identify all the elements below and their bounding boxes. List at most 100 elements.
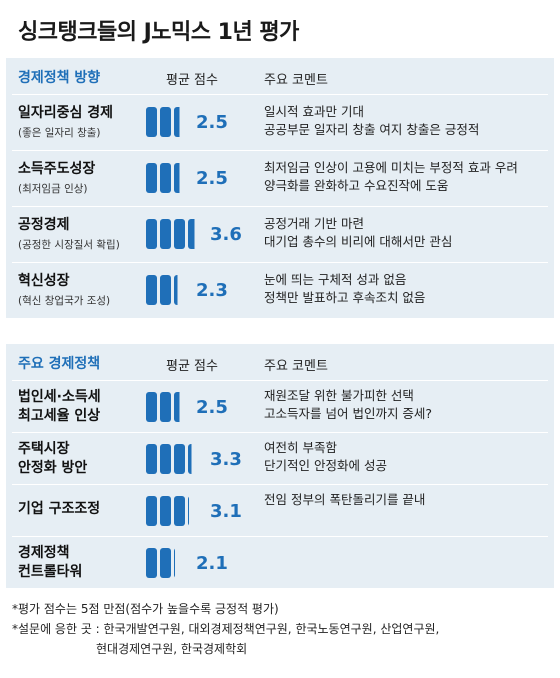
score-bar xyxy=(174,107,185,137)
score-bar xyxy=(188,496,199,526)
score-header: 평균 점수 xyxy=(166,359,218,374)
policy-name-line2: 안정화 방안 xyxy=(18,460,88,476)
score-bar xyxy=(146,548,157,578)
score-bar xyxy=(160,107,171,137)
score-bars: 3.3 xyxy=(146,444,242,474)
score-value: 2.5 xyxy=(196,167,228,189)
list-item: 소득주도성장 (최저임금 인상) 2.5 최저임금 인상이 고용에 미치는 부정… xyxy=(6,150,554,206)
key-policy-panel: 주요 경제정책 평균 점수 주요 코멘트 법인세·소득세 최고세율 인상 2.5… xyxy=(6,344,554,588)
score-bars: 2.5 xyxy=(146,392,228,422)
comment-line: 공정거래 기반 마련 xyxy=(264,216,364,231)
policy-name: 주택시장 xyxy=(18,441,70,457)
policy-name: 공정경제 xyxy=(18,217,70,233)
footnote: *설문에 응한 곳 : 한국개발연구원, 대외경제정책연구원, 한국노동연구원,… xyxy=(12,622,440,636)
score-bars: 2.3 xyxy=(146,275,228,305)
score-bar xyxy=(146,107,157,137)
comment-header: 주요 코멘트 xyxy=(264,73,328,88)
comment-header: 주요 코멘트 xyxy=(264,359,328,374)
score-bars: 2.5 xyxy=(146,107,228,137)
score-bar xyxy=(174,275,185,305)
policy-name: 기업 구조조정 xyxy=(18,501,101,517)
score-bar xyxy=(146,275,157,305)
score-value: 3.1 xyxy=(210,500,242,522)
score-bar xyxy=(174,219,185,249)
row-divider xyxy=(12,150,548,151)
score-bar xyxy=(160,548,171,578)
section-heading: 경제정책 방향 xyxy=(18,70,101,86)
row-divider xyxy=(12,380,548,381)
score-bars: 3.1 xyxy=(146,496,242,526)
score-bar xyxy=(146,219,157,249)
comment-line: 고소득자를 넘어 법인까지 증세? xyxy=(264,406,433,421)
comment-line: 최저임금 인상이 고용에 미치는 부정적 효과 우려 xyxy=(264,160,518,175)
policy-subtitle: (혁신 창업국가 조성) xyxy=(18,295,111,307)
policy-direction-panel: 경제정책 방향 평균 점수 주요 코멘트 일자리중심 경제 (좋은 일자리 창출… xyxy=(6,58,554,318)
policy-name: 소득주도성장 xyxy=(18,161,96,177)
score-header: 평균 점수 xyxy=(166,73,218,88)
score-value: 3.3 xyxy=(210,448,242,470)
policy-subtitle: (좋은 일자리 창출) xyxy=(18,127,101,139)
comment-line: 눈에 띄는 구체적 성과 없음 xyxy=(264,272,407,287)
score-value: 2.5 xyxy=(196,396,228,418)
score-bar xyxy=(188,219,199,249)
score-bar xyxy=(146,496,157,526)
score-bar xyxy=(174,163,185,193)
policy-subtitle: (최저임금 인상) xyxy=(18,183,88,195)
score-bar xyxy=(174,496,185,526)
list-item: 공정경제 (공정한 시장질서 확립) 3.6 공정거래 기반 마련 대기업 총수… xyxy=(6,206,554,262)
list-item: 기업 구조조정 3.1 전임 정부의 폭탄돌리기를 끝내 xyxy=(6,484,554,536)
comment-line: 재원조달 위한 불가피한 선택 xyxy=(264,388,414,403)
score-bar xyxy=(160,496,171,526)
policy-name-line2: 컨트롤타워 xyxy=(18,564,83,580)
comment-line: 여전히 부족함 xyxy=(264,440,337,455)
row-divider xyxy=(12,432,548,433)
policy-name: 일자리중심 경제 xyxy=(18,105,114,121)
policy-name-line2: 최고세율 인상 xyxy=(18,408,101,424)
score-bar xyxy=(188,444,199,474)
score-bar xyxy=(174,392,185,422)
comment-line: 양극화를 완화하고 수요진작에 도움 xyxy=(264,178,449,193)
score-bar xyxy=(146,444,157,474)
score-bar xyxy=(160,444,171,474)
comment-line: 전임 정부의 폭탄돌리기를 끝내 xyxy=(264,492,426,507)
row-divider xyxy=(12,484,548,485)
list-item: 일자리중심 경제 (좋은 일자리 창출) 2.5 일시적 효과만 기대 공공부문… xyxy=(6,94,554,150)
comment-line: 정책만 발표하고 후속조치 없음 xyxy=(264,290,426,305)
score-bar xyxy=(160,392,171,422)
score-bar xyxy=(174,548,185,578)
comment-line: 대기업 총수의 비리에 대해서만 관심 xyxy=(264,234,453,249)
list-item: 경제정책 컨트롤타워 2.1 xyxy=(6,536,554,588)
policy-name: 경제정책 xyxy=(18,545,70,561)
comment-line: 공공부문 일자리 창출 여지 창출은 긍정적 xyxy=(264,122,480,137)
score-bar xyxy=(160,163,171,193)
policy-name: 혁신성장 xyxy=(18,273,70,289)
row-divider xyxy=(12,262,548,263)
list-item: 주택시장 안정화 방안 3.3 여전히 부족함 단기적인 안정화에 성공 xyxy=(6,432,554,484)
comment-line: 단기적인 안정화에 성공 xyxy=(264,458,387,473)
score-bar xyxy=(146,163,157,193)
footnote: 현대경제연구원, 한국경제학회 xyxy=(96,642,248,656)
score-value: 2.5 xyxy=(196,111,228,133)
policy-subtitle: (공정한 시장질서 확립) xyxy=(18,239,120,251)
list-item: 혁신성장 (혁신 창업국가 조성) 2.3 눈에 띄는 구체적 성과 없음 정책… xyxy=(6,262,554,318)
row-divider xyxy=(12,536,548,537)
list-item: 법인세·소득세 최고세율 인상 2.5 재원조달 위한 불가피한 선택 고소득자… xyxy=(6,380,554,432)
policy-name: 법인세·소득세 xyxy=(18,389,101,405)
section-heading: 주요 경제정책 xyxy=(18,356,101,372)
score-value: 2.1 xyxy=(196,552,228,574)
score-bar xyxy=(160,219,171,249)
row-divider xyxy=(12,206,548,207)
score-bar xyxy=(160,275,171,305)
page-title: 싱크탱크들의 J노믹스 1년 평가 xyxy=(18,20,299,45)
score-value: 2.3 xyxy=(196,279,228,301)
score-bars: 3.6 xyxy=(146,219,242,249)
row-divider xyxy=(12,94,548,95)
footnote: *평가 점수는 5점 만점(점수가 높을수록 긍정적 평가) xyxy=(12,602,279,616)
score-value: 3.6 xyxy=(210,223,242,245)
score-bar xyxy=(146,392,157,422)
score-bars: 2.5 xyxy=(146,163,228,193)
score-bars: 2.1 xyxy=(146,548,228,578)
score-bar xyxy=(174,444,185,474)
comment-line: 일시적 효과만 기대 xyxy=(264,104,364,119)
